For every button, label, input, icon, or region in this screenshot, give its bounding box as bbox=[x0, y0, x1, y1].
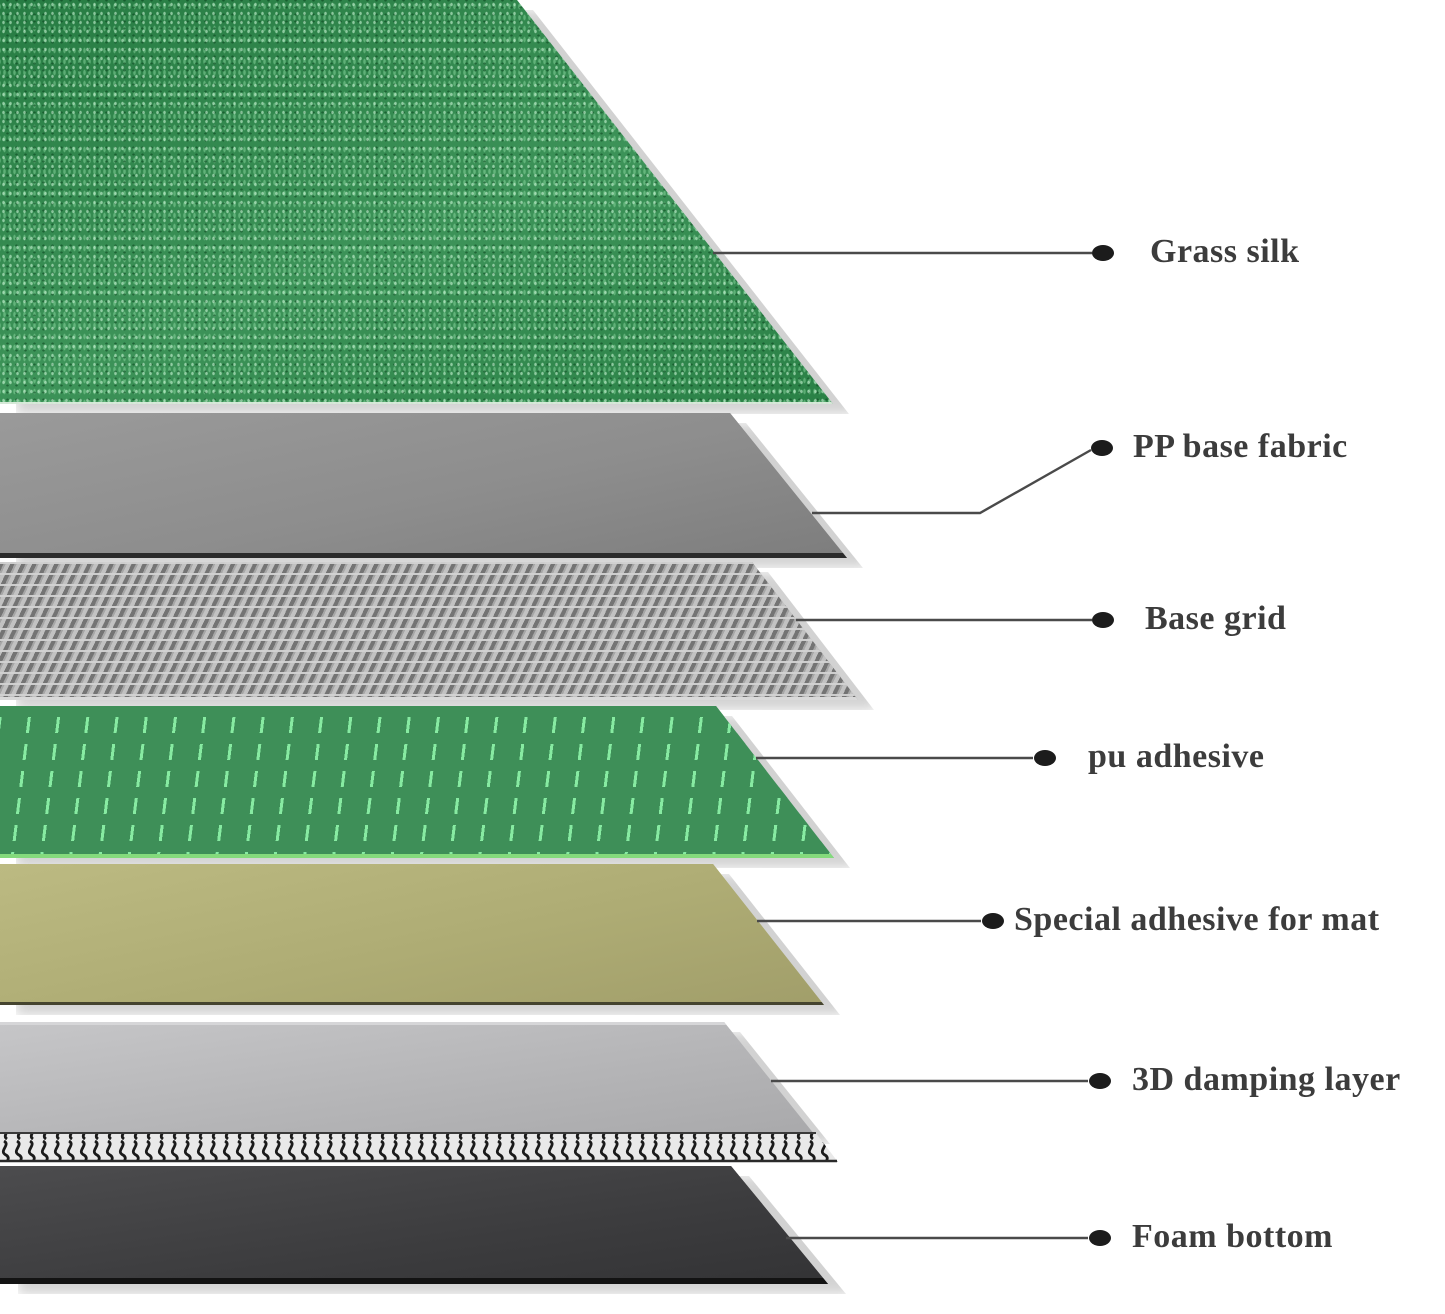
label-pp-base-fabric: PP base fabric bbox=[1133, 428, 1348, 466]
dot-grass-silk bbox=[1092, 245, 1114, 261]
pu-adhesive-layer bbox=[0, 706, 834, 858]
label-foam-bottom: Foam bottom bbox=[1132, 1218, 1333, 1256]
label-pu-adhesive: pu adhesive bbox=[1088, 738, 1265, 776]
label-special-adhesive: Special adhesive for mat bbox=[1014, 901, 1380, 939]
foam-bottom-layer bbox=[0, 1166, 828, 1284]
base-grid-layer bbox=[0, 562, 858, 700]
label-damping-layer: 3D damping layer bbox=[1132, 1061, 1401, 1099]
dot-damping-layer bbox=[1089, 1073, 1111, 1089]
leader-pp-base-fabric bbox=[812, 448, 1092, 515]
dot-special-adhesive bbox=[982, 913, 1004, 929]
damping-layer bbox=[0, 1022, 814, 1134]
special-adhesive-layer bbox=[0, 864, 824, 1005]
dot-pu-adhesive bbox=[1034, 750, 1056, 766]
pp-base-fabric-layer bbox=[0, 413, 847, 558]
dot-base-grid bbox=[1092, 612, 1114, 628]
grass-silk-layer bbox=[0, 0, 833, 404]
dot-pp-base-fabric bbox=[1091, 440, 1113, 456]
dot-foam-bottom bbox=[1089, 1230, 1111, 1246]
label-grass-silk: Grass silk bbox=[1150, 233, 1300, 271]
label-base-grid: Base grid bbox=[1145, 600, 1287, 638]
